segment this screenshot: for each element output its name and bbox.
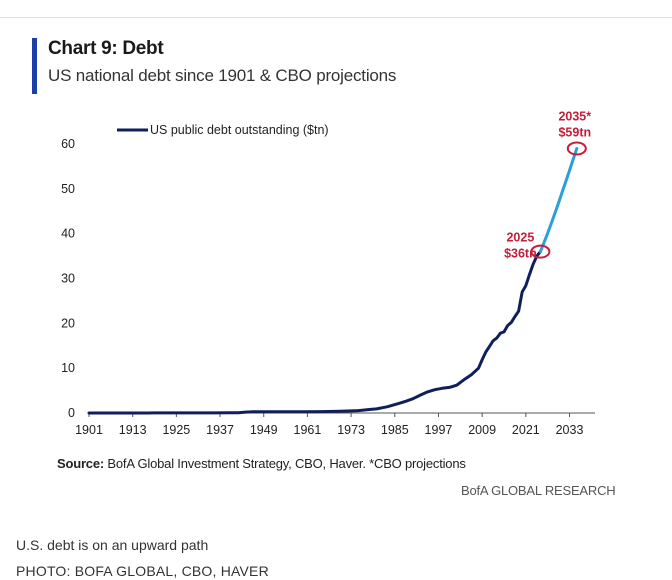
annotations: 2025 $36tn 2035* $59tn xyxy=(504,109,591,260)
source-note: Source: BofA Global Investment Strategy,… xyxy=(57,456,466,471)
y-tick-label: 40 xyxy=(61,227,75,241)
series-historical-line xyxy=(87,250,542,415)
legend: US public debt outstanding ($tn) xyxy=(117,123,329,137)
y-tick-label: 60 xyxy=(61,137,75,151)
x-tick-label: 1913 xyxy=(119,423,147,437)
source-label: Source: xyxy=(57,456,105,471)
y-tick-label: 0 xyxy=(68,406,75,420)
y-axis: 0 10 20 30 40 50 60 xyxy=(61,137,75,420)
x-tick-label: 1973 xyxy=(337,423,365,437)
photo-credit: PHOTO: BOFA GLOBAL, CBO, HAVER xyxy=(16,563,269,579)
annotation-year: 2025 xyxy=(506,231,534,245)
x-tick-label: 1937 xyxy=(206,423,234,437)
x-tick-label: 2009 xyxy=(468,423,496,437)
x-tick-label: 1901 xyxy=(75,423,103,437)
y-tick-label: 30 xyxy=(61,272,75,286)
image-caption: U.S. debt is on an upward path xyxy=(16,537,209,553)
x-axis: 1901 1913 1925 1937 1949 1961 1973 1985 1997 2009… xyxy=(75,413,583,437)
x-tick-label: 1985 xyxy=(381,423,409,437)
y-tick-label: 50 xyxy=(61,182,75,196)
x-tick-label: 1997 xyxy=(425,423,453,437)
title-accent-bar xyxy=(32,38,37,94)
chart-title: Chart 9: Debt xyxy=(48,38,164,59)
annotation-value: $59tn xyxy=(558,125,591,139)
source-text: BofA Global Investment Strategy, CBO, Ha… xyxy=(104,456,466,471)
x-tick-label: 1961 xyxy=(294,423,322,437)
x-tick-label: 2021 xyxy=(512,423,540,437)
x-tick-label: 2033 xyxy=(556,423,584,437)
x-tick-label: 1925 xyxy=(162,423,190,437)
x-tick-label: 1949 xyxy=(250,423,278,437)
brand-label: BofA GLOBAL RESEARCH xyxy=(461,483,616,498)
series-projection-line xyxy=(538,147,579,254)
annotation-marker xyxy=(530,244,551,259)
y-tick-label: 20 xyxy=(61,316,75,330)
chart-card: Chart 9: Debt US national debt since 190… xyxy=(0,18,672,518)
y-tick-label: 10 xyxy=(61,361,75,375)
top-divider xyxy=(0,17,672,18)
chart-subtitle: US national debt since 1901 & CBO projec… xyxy=(48,66,397,85)
annotation-value: $36tn xyxy=(504,247,537,261)
annotation-marker xyxy=(566,141,587,156)
annotation-year: 2035* xyxy=(558,109,591,123)
legend-label: US public debt outstanding ($tn) xyxy=(150,123,329,137)
